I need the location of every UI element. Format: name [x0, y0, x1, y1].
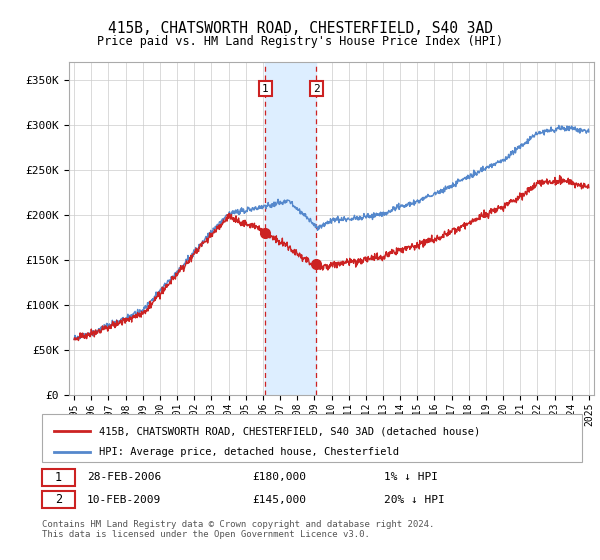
Text: 1: 1	[262, 83, 269, 94]
Text: 1: 1	[55, 470, 62, 484]
Text: 2: 2	[313, 83, 320, 94]
Text: 20% ↓ HPI: 20% ↓ HPI	[384, 494, 445, 505]
Text: 1% ↓ HPI: 1% ↓ HPI	[384, 472, 438, 482]
Text: 415B, CHATSWORTH ROAD, CHESTERFIELD, S40 3AD (detached house): 415B, CHATSWORTH ROAD, CHESTERFIELD, S40…	[99, 426, 480, 436]
Text: £145,000: £145,000	[252, 494, 306, 505]
Text: 10-FEB-2009: 10-FEB-2009	[87, 494, 161, 505]
Text: Price paid vs. HM Land Registry's House Price Index (HPI): Price paid vs. HM Land Registry's House …	[97, 35, 503, 48]
Text: 2: 2	[55, 493, 62, 506]
Text: 28-FEB-2006: 28-FEB-2006	[87, 472, 161, 482]
Text: Contains HM Land Registry data © Crown copyright and database right 2024.
This d: Contains HM Land Registry data © Crown c…	[42, 520, 434, 539]
Text: £180,000: £180,000	[252, 472, 306, 482]
Text: HPI: Average price, detached house, Chesterfield: HPI: Average price, detached house, Ches…	[99, 447, 399, 457]
Text: 415B, CHATSWORTH ROAD, CHESTERFIELD, S40 3AD: 415B, CHATSWORTH ROAD, CHESTERFIELD, S40…	[107, 21, 493, 36]
Bar	[265, 62, 316, 395]
